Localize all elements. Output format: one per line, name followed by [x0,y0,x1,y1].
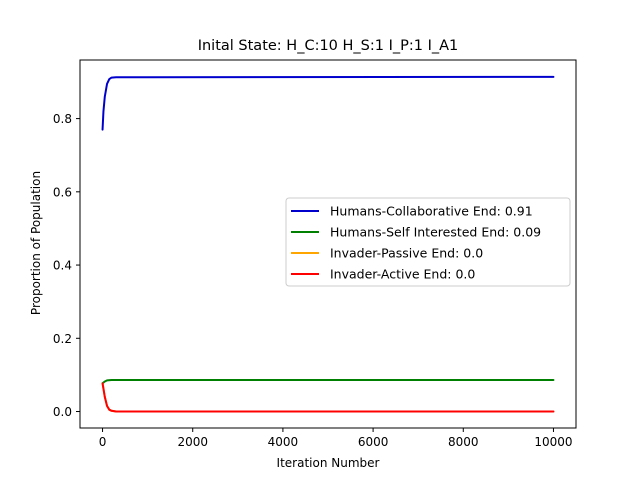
legend-entry-label: Invader-Active End: 0.0 [330,267,475,282]
legend-entry-label: Humans-Self Interested End: 0.09 [330,225,541,240]
x-tick-label: 10000 [534,435,572,449]
y-tick-label: 0.6 [53,185,72,199]
x-tick-label: 8000 [448,435,479,449]
series-line-2 [101,379,555,385]
x-tick-label: 4000 [268,435,299,449]
legend: Humans-Collaborative End: 0.91 Humans-Sel… [285,197,571,287]
y-axis-ticks: 0.0 0.2 0.4 0.6 0.8 [53,112,80,419]
legend-entry-label: Humans-Collaborative End: 0.91 [330,204,533,219]
y-axis-label: Proportion of Population [29,171,43,315]
y-tick-label: 0.4 [53,259,72,273]
x-axis-label: Iteration Number [277,456,380,470]
y-tick-label: 0.2 [53,332,72,346]
series-line-4 [101,382,555,413]
legend-entry-label: Invader-Passive End: 0.0 [330,246,483,261]
x-tick-label: 2000 [177,435,208,449]
x-axis-ticks: 0 2000 4000 6000 8000 10000 [99,428,573,449]
chart-title: Inital State: H_C:10 H_S:1 I_P:1 I_A1 [198,38,459,54]
series-layer [101,75,555,413]
series-line-1 [101,75,555,131]
legend-box [285,197,571,287]
x-tick-label: 6000 [358,435,389,449]
axes-frame [79,59,577,429]
y-tick-label: 0.8 [53,112,72,126]
y-tick-label: 0.0 [53,405,72,419]
axes-border [79,59,577,429]
x-tick-label: 0 [99,435,107,449]
